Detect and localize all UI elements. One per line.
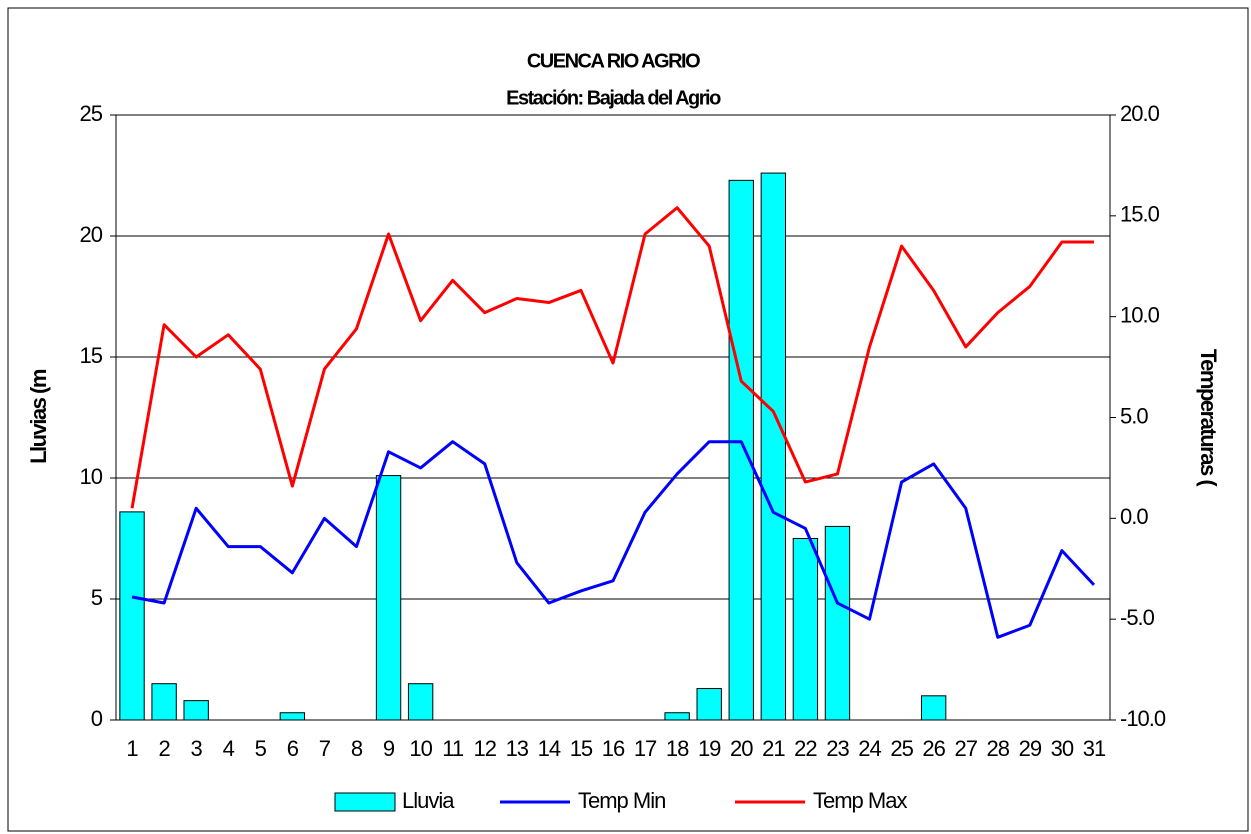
bar	[407, 683, 434, 721]
bar	[119, 511, 145, 721]
x-tick-label: 9	[383, 736, 395, 761]
chart-subtitle: Estación: Bajada del Agrio	[506, 87, 721, 109]
bar	[375, 475, 402, 721]
x-tick-label: 29	[1019, 736, 1042, 761]
y-tick-label: 10	[80, 464, 103, 489]
x-tick-label: 2	[158, 736, 170, 761]
y-tick-label: 20	[80, 222, 103, 247]
x-tick-label: 23	[826, 736, 849, 761]
y2-tick-label: 15.0	[1120, 202, 1160, 227]
x-tick-label: 1	[126, 736, 138, 761]
x-tick-label: 28	[987, 736, 1010, 761]
bar	[760, 172, 787, 721]
line	[130, 206, 1094, 509]
legend-swatch	[334, 792, 396, 812]
x-tick-label: 18	[666, 736, 689, 761]
legend-label: Temp Min	[578, 788, 665, 813]
bar	[183, 700, 209, 721]
y2-tick-label: 0.0	[1120, 504, 1148, 529]
chart-frame	[7, 7, 1249, 832]
x-tick-label: 17	[634, 736, 657, 761]
bar	[151, 683, 177, 721]
x-tick-label: 26	[922, 736, 945, 761]
x-tick-label: 19	[698, 736, 721, 761]
x-tick-label: 30	[1051, 736, 1074, 761]
x-tick-label: 22	[794, 736, 817, 761]
bar	[920, 695, 947, 721]
legend-label: Lluvia	[402, 788, 455, 813]
x-tick-label: 31	[1083, 736, 1106, 761]
bar	[792, 538, 819, 721]
y-tick-label: 25	[80, 101, 103, 126]
x-tick-label: 12	[473, 736, 496, 761]
plot-area	[115, 114, 1111, 721]
y2-tick-label: -10.0	[1120, 706, 1166, 731]
x-tick-label: 6	[287, 736, 299, 761]
x-tick-label: 4	[223, 736, 235, 761]
x-tick-label: 24	[858, 736, 881, 761]
y2-tick-label: 5.0	[1120, 403, 1148, 428]
chart-title: CUENCA RIO AGRIO	[527, 50, 700, 72]
legend-label: Temp Max	[813, 788, 907, 813]
y2-tick-label: -5.0	[1120, 605, 1155, 630]
bar	[664, 712, 690, 721]
x-tick-label: 10	[409, 736, 432, 761]
x-tick-label: 13	[506, 736, 529, 761]
x-tick-label: 7	[319, 736, 331, 761]
x-tick-label: 27	[954, 736, 977, 761]
x-tick-label: 16	[602, 736, 625, 761]
bar	[279, 712, 306, 721]
x-tick-label: 20	[730, 736, 753, 761]
bar	[696, 688, 722, 721]
y-tick-label: 0	[91, 706, 103, 731]
y-axis-label: Lluvias (m	[26, 369, 51, 464]
y2-tick-label: 20.0	[1120, 101, 1160, 126]
x-tick-label: 14	[538, 736, 561, 761]
bar	[728, 179, 754, 721]
y-tick-label: 15	[80, 343, 103, 368]
x-tick-label: 25	[890, 736, 913, 761]
x-tick-label: 11	[442, 736, 464, 761]
x-tick-label: 3	[191, 736, 203, 761]
x-tick-label: 8	[351, 736, 363, 761]
x-tick-label: 21	[762, 736, 785, 761]
y-tick-label: 5	[91, 585, 103, 610]
y2-tick-label: 10.0	[1120, 302, 1160, 327]
line	[131, 440, 1096, 639]
x-tick-label: 5	[255, 736, 267, 761]
y2-axis-label: Temperaturas (	[1196, 349, 1221, 487]
x-tick-label: 15	[570, 736, 593, 761]
bar	[824, 525, 851, 721]
